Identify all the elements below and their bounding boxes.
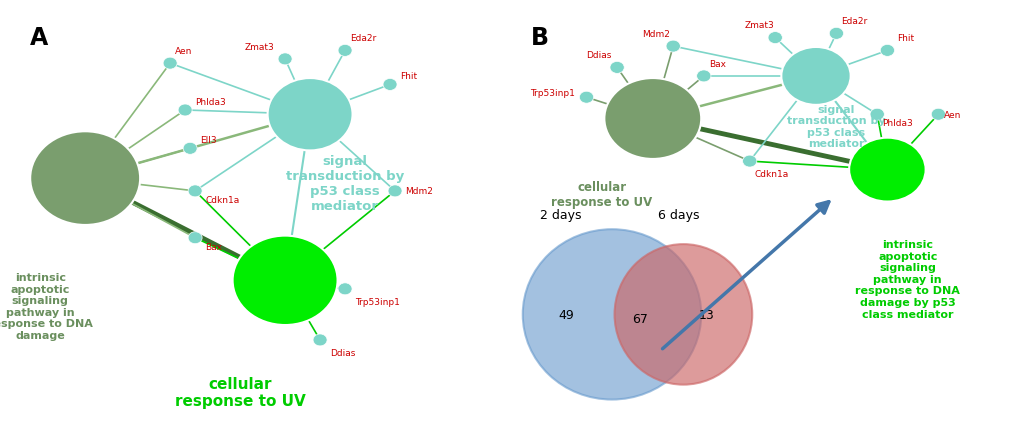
Text: signal
transduction by
p53 class
mediator: signal transduction by p53 class mediato… [285,155,404,213]
Circle shape [767,32,782,44]
Text: Eda2r: Eda2r [841,17,867,26]
Circle shape [828,28,843,40]
Text: Ell3: Ell3 [200,136,216,145]
Circle shape [278,54,291,66]
Text: Aen: Aen [175,47,193,56]
Text: 13: 13 [698,308,713,321]
Circle shape [603,79,701,159]
Circle shape [163,58,177,70]
Text: Mdm2: Mdm2 [405,187,432,196]
Text: Zmat3: Zmat3 [245,42,274,52]
Text: cellular
response to UV: cellular response to UV [550,180,652,208]
Circle shape [848,138,925,202]
Circle shape [665,41,680,53]
Text: Ddias: Ddias [586,51,611,60]
Text: 6 days: 6 days [657,208,698,221]
Circle shape [183,143,197,155]
Circle shape [742,156,756,168]
Text: Mdm2: Mdm2 [642,30,669,39]
Text: intrinsic
apoptotic
signaling
pathway in
response to DNA
damage by p53
class med: intrinsic apoptotic signaling pathway in… [855,240,959,319]
Text: B: B [530,26,548,49]
Circle shape [387,186,401,198]
Text: intrinsic
apoptotic
signaling
pathway in
response to DNA
damage: intrinsic apoptotic signaling pathway in… [0,272,93,340]
Circle shape [187,232,202,244]
Circle shape [337,283,352,295]
Circle shape [930,109,945,121]
Text: 67: 67 [632,312,647,325]
Circle shape [187,186,202,198]
Text: Fhit: Fhit [399,72,417,81]
Circle shape [696,71,710,83]
Text: Bax: Bax [708,60,726,68]
Circle shape [383,79,396,91]
Circle shape [31,132,140,226]
Circle shape [609,62,624,74]
Circle shape [879,45,894,57]
Text: Eda2r: Eda2r [350,34,376,43]
Text: Aen: Aen [943,110,960,120]
Ellipse shape [613,244,752,385]
Circle shape [869,109,883,121]
Text: Fhit: Fhit [897,34,914,43]
Circle shape [781,48,850,106]
Text: 2 days: 2 days [540,208,581,221]
Circle shape [579,92,593,104]
Text: Ddias: Ddias [330,348,355,357]
Text: 49: 49 [557,308,574,321]
Text: cellular
response to UV: cellular response to UV [174,376,305,408]
Circle shape [232,236,337,325]
Text: signal
transduction by
p53 class
mediator: signal transduction by p53 class mediato… [787,104,884,149]
Circle shape [337,45,352,57]
Text: Trp53inp1: Trp53inp1 [355,297,399,307]
Text: Trp53inp1: Trp53inp1 [530,89,575,98]
Circle shape [313,334,327,346]
Circle shape [178,105,192,117]
Text: Cdkn1a: Cdkn1a [205,195,239,205]
Text: Phlda3: Phlda3 [195,98,225,107]
Text: Zmat3: Zmat3 [744,21,773,30]
Text: A: A [31,26,48,49]
Text: Bax: Bax [205,242,222,251]
Text: Cdkn1a: Cdkn1a [754,170,789,179]
Ellipse shape [523,230,701,399]
Circle shape [267,79,353,151]
Text: Phlda3: Phlda3 [881,119,912,128]
